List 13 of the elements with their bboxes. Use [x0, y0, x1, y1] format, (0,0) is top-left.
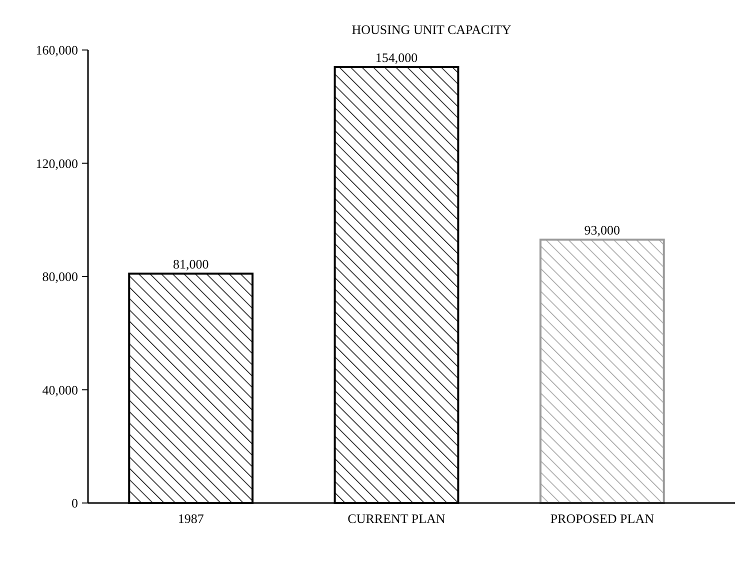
- x-tick-label: PROPOSED PLAN: [550, 511, 655, 526]
- y-tick-label: 80,000: [42, 269, 78, 284]
- bar: [539, 238, 665, 504]
- x-tick-label: 1987: [178, 511, 204, 526]
- y-tick-label: 40,000: [42, 382, 78, 398]
- data-label: 81,000: [172, 256, 209, 272]
- y-tick-label: 120,000: [36, 156, 78, 171]
- y-tick-label: 160,000: [36, 42, 78, 58]
- data-label: 93,000: [584, 222, 620, 238]
- y-tick-label: 0: [72, 496, 78, 511]
- x-tick-label: CURRENT PLAN: [348, 511, 446, 526]
- data-label: 154,000: [375, 50, 418, 65]
- chart-title: HOUSING UNIT CAPACITY: [352, 22, 512, 37]
